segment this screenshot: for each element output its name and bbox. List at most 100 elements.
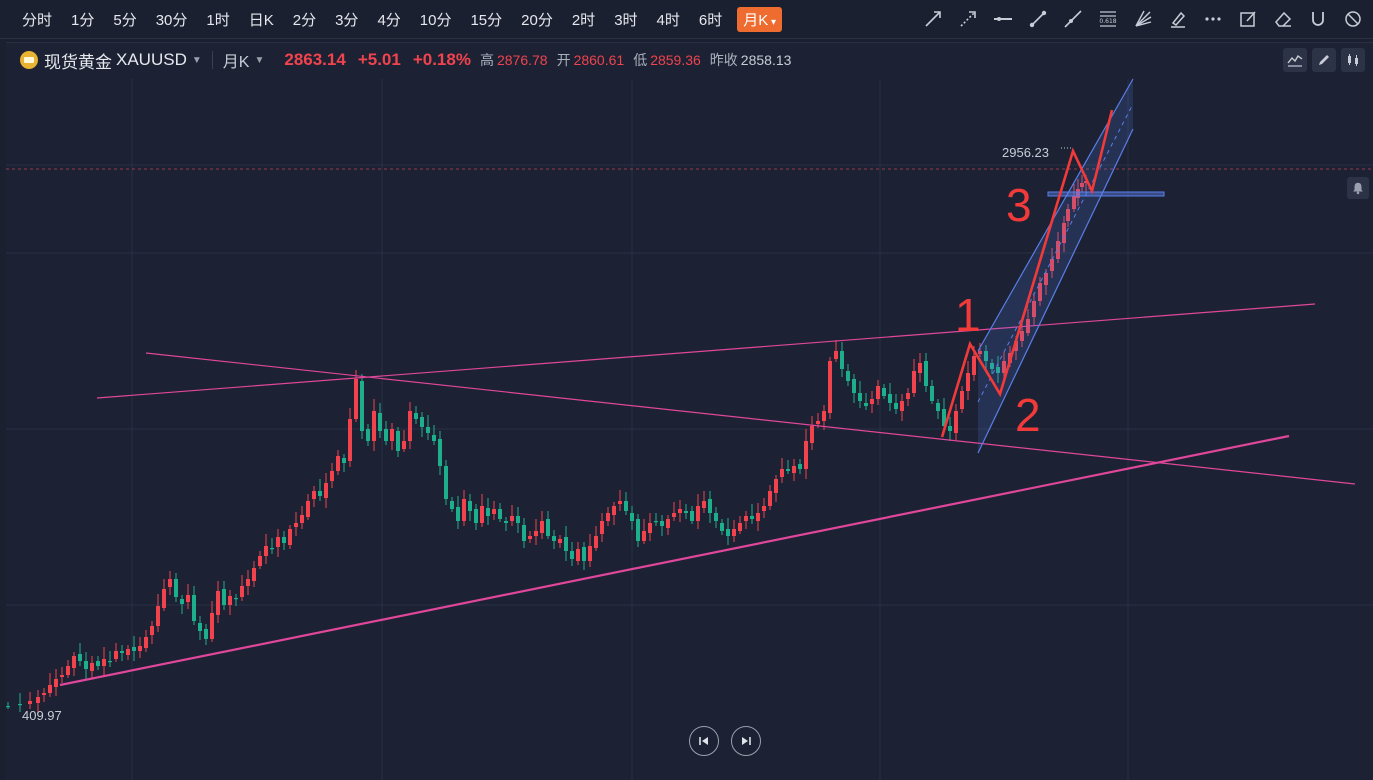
candle-body [672,513,676,517]
candle-body [108,661,112,663]
symbol-info-bar: 现货黄金 XAUUSD ▼ 月K ▼ 2863.14 +5.01 +0.18% … [20,48,791,72]
top-toolbar: 分时 1分 5分 30分 1时 日K 2分 3分 4分 10分 15分 20分 2时 3时 4时 6时 月K ▾… [0,0,1373,39]
period-label[interactable]: 月K [222,54,250,71]
scroll-to-end-button[interactable] [731,726,761,756]
clear-icon[interactable] [1341,7,1365,31]
candle-body [204,629,208,639]
candle-body [378,413,382,431]
interval-12[interactable]: 2时 [571,11,596,29]
candle-body [28,701,32,704]
candle-body [468,501,472,511]
candle-body [450,501,454,509]
candle-body [786,469,790,471]
candle-body [588,546,592,561]
candle-body [444,466,448,499]
candle-body [894,403,898,409]
interval-10[interactable]: 15分 [470,11,503,29]
candle-body [72,656,76,668]
interval-7[interactable]: 3分 [335,11,359,29]
candle-body [534,531,538,536]
draw-pen-icon[interactable] [1312,48,1336,72]
candle-body [396,431,400,451]
candle-body [684,511,688,513]
candle-body [240,586,244,597]
candle-body [54,679,58,687]
candle-body [774,479,778,493]
candle-body [972,356,976,375]
interval-4[interactable]: 1时 [206,11,230,29]
drawing-tools: 0.618 [910,7,1365,31]
candle-body [930,386,934,401]
candle-body [120,651,124,653]
candle-body [696,506,700,521]
interval-2[interactable]: 5分 [113,11,137,29]
channel-lower-line [977,128,1134,454]
candle-style-icon[interactable] [1341,48,1365,72]
candle-body [612,506,616,515]
highlighter-icon[interactable] [1166,7,1190,31]
segment-icon[interactable] [1026,7,1050,31]
candle-body [564,537,568,551]
upper-trendline [96,303,1316,399]
active-interval-caret-icon: ▾ [768,16,777,28]
interval-8[interactable]: 4分 [377,11,401,29]
candle-body [174,579,178,597]
interval-0[interactable]: 分时 [22,11,53,29]
extended-line-icon[interactable] [1061,7,1085,31]
candle-body [462,499,466,521]
price-change: +5.01 [357,50,401,69]
candle-body [1014,341,1018,351]
interval-9[interactable]: 10分 [419,11,452,29]
candle-body [276,537,280,547]
candle-body [864,403,868,406]
interval-13[interactable]: 3时 [614,11,638,29]
channel-fill [978,79,1133,453]
candle-body [834,351,838,359]
candle-body [768,491,772,506]
candle-body [60,675,64,677]
symbol-dropdown-icon[interactable]: ▼ [191,54,202,66]
candle-body [1076,189,1080,198]
candle-body [678,509,682,513]
candle-body [288,529,292,545]
candle-body [510,516,514,521]
candle-body [990,363,994,369]
chart-area[interactable]: 1 2 3 2956.23 409.97 [6,42,1373,780]
candle-body [180,599,184,604]
horizontal-line-icon[interactable] [991,7,1015,31]
price-alert-bell-icon[interactable] [1347,177,1369,199]
fan-icon[interactable] [1131,7,1155,31]
interval-15[interactable]: 6时 [698,11,723,29]
interval-3[interactable]: 30分 [155,11,188,29]
ray-line-icon[interactable] [956,7,980,31]
magnet-icon[interactable] [1306,7,1330,31]
candle-body [732,529,736,536]
interval-16[interactable]: 月K ▾ [737,6,783,32]
symbol-code[interactable]: XAUUSD [116,50,187,69]
interval-11[interactable]: 20分 [521,11,553,29]
note-icon[interactable] [1236,7,1260,31]
candle-body [126,649,130,655]
candle-body [420,417,424,427]
interval-1[interactable]: 1分 [71,11,95,29]
price-change-pct: +0.18% [412,50,471,69]
eraser-icon[interactable] [1271,7,1295,31]
indicator-icon[interactable] [1283,48,1307,72]
candle-body [372,411,376,441]
candle-body [1056,241,1060,259]
candle-body [984,351,988,361]
candle-body [144,637,148,648]
interval-6[interactable]: 2分 [292,11,317,29]
interval-5[interactable]: 日K [248,11,274,29]
scroll-to-start-button[interactable] [689,726,719,756]
candle-body [90,663,94,671]
fibonacci-icon[interactable]: 0.618 [1096,7,1120,31]
candle-body [762,506,766,511]
period-dropdown-icon[interactable]: ▼ [254,54,265,66]
candle-body [414,413,418,419]
interval-14[interactable]: 4时 [656,11,680,29]
trend-line-icon[interactable] [921,7,945,31]
candlestick-chart[interactable]: 12 3 2956.23 409.97 [6,43,1373,780]
more-icon[interactable] [1201,7,1225,31]
high-value: 2876.78 [496,52,548,68]
